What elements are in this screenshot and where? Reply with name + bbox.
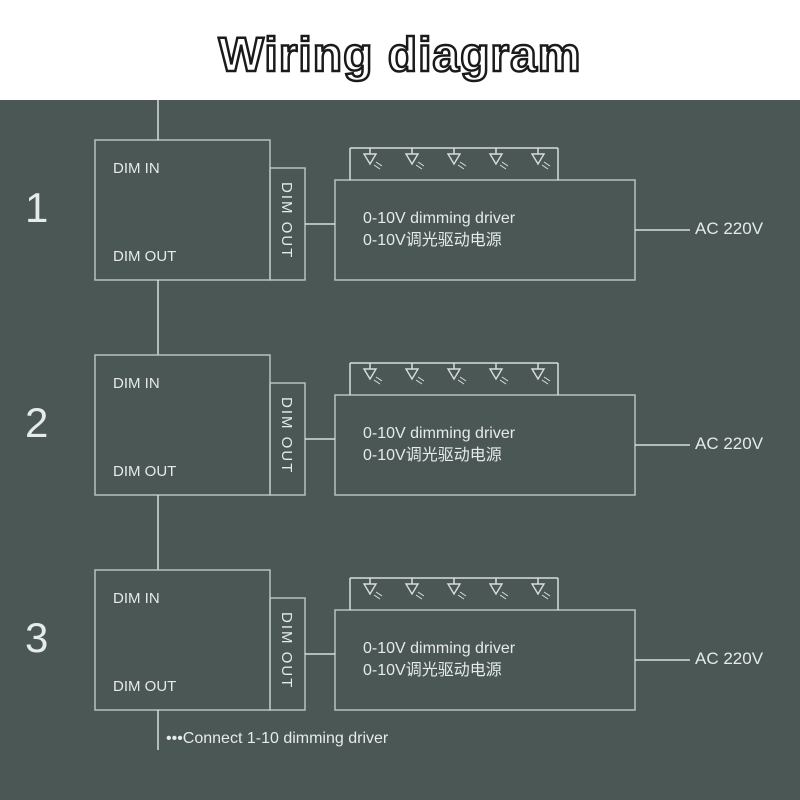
- dim-in-label: DIM IN: [113, 375, 160, 392]
- dim-out-side-label: DIM OUT: [278, 397, 295, 474]
- footer-note: •••Connect 1-10 dimming driver: [166, 730, 388, 748]
- driver-text: 0-10V dimming driver0-10V调光驱动电源: [363, 638, 515, 683]
- title-area: Wiring diagram: [0, 0, 800, 100]
- wiring-diagram: 1 DIM IN DIM OUT DIM OUT 0-10V dimming drive…: [0, 100, 800, 800]
- driver-text: 0-10V dimming driver0-10V调光驱动电源: [363, 208, 515, 253]
- ac-label: AC 220V: [695, 649, 763, 669]
- dim-in-label: DIM IN: [113, 160, 160, 177]
- unit-number: 2: [25, 399, 48, 447]
- dim-out-label: DIM OUT: [113, 248, 176, 265]
- dim-out-label: DIM OUT: [113, 678, 176, 695]
- dim-out-label: DIM OUT: [113, 463, 176, 480]
- dim-out-side-label: DIM OUT: [278, 182, 295, 259]
- dim-out-side-label: DIM OUT: [278, 612, 295, 689]
- ac-label: AC 220V: [695, 219, 763, 239]
- unit-number: 3: [25, 614, 48, 662]
- driver-text: 0-10V dimming driver0-10V调光驱动电源: [363, 423, 515, 468]
- ac-label: AC 220V: [695, 434, 763, 454]
- dim-in-label: DIM IN: [113, 590, 160, 607]
- unit-number: 1: [25, 184, 48, 232]
- page-title: Wiring diagram: [219, 28, 582, 83]
